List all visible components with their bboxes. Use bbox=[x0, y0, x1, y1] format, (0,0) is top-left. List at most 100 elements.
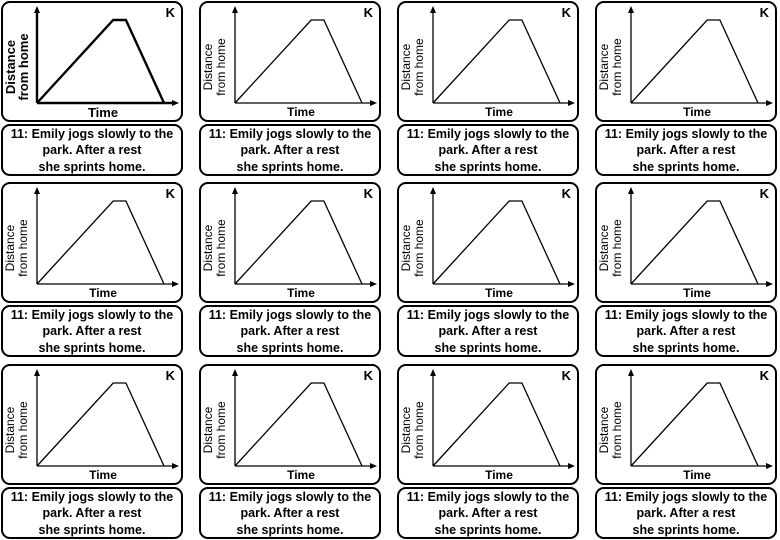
journey-line bbox=[630, 19, 759, 104]
graph-card: K Distance from home Time 11: Emily jogs… bbox=[199, 1, 381, 176]
caption-line3: she sprints home. bbox=[236, 522, 344, 537]
x-axis-label: Time bbox=[287, 286, 315, 300]
caption-line2: park. After a rest bbox=[636, 324, 736, 339]
x-axis-arrowhead bbox=[370, 281, 377, 287]
journey-line bbox=[630, 200, 759, 285]
journey-line bbox=[234, 382, 363, 467]
caption-line2: park. After a rest bbox=[438, 143, 538, 158]
caption-line1: 11: Emily jogs slowly to the bbox=[208, 307, 372, 322]
graph-card: K Distance from home Time 11: Emily jogs… bbox=[595, 1, 777, 176]
y-axis-label-line2: from home bbox=[610, 38, 624, 96]
y-axis-label: Distance from home bbox=[597, 206, 632, 290]
caption-panel: 11: Emily jogs slowly to the park. After… bbox=[595, 487, 777, 539]
y-axis-arrowhead bbox=[232, 6, 238, 13]
x-axis-arrowhead bbox=[172, 100, 179, 106]
caption-line1: 11: Emily jogs slowly to the bbox=[604, 126, 768, 141]
x-axis-label: Time bbox=[485, 286, 513, 300]
distance-time-graph bbox=[34, 369, 179, 469]
card-letter: K bbox=[561, 186, 571, 201]
card-letter: K bbox=[363, 368, 373, 383]
card-caption: 11: Emily jogs slowly to the park. After… bbox=[11, 125, 174, 176]
graph-card: K Distance from home Time 11: Emily jogs… bbox=[397, 364, 579, 539]
graph-card: K Distance from home Time 11: Emily jogs… bbox=[199, 182, 381, 357]
graph-card: K Distance from home Time 11: Emily jogs… bbox=[397, 182, 579, 357]
x-axis-label: Time bbox=[287, 468, 315, 482]
graph-panel: K Distance from home Time bbox=[595, 1, 777, 122]
y-axis-label-line2: from home bbox=[610, 401, 624, 459]
caption-panel: 11: Emily jogs slowly to the park. After… bbox=[397, 124, 579, 176]
x-axis-arrowhead bbox=[370, 463, 377, 469]
caption-line1: 11: Emily jogs slowly to the bbox=[406, 489, 570, 504]
caption-line2: park. After a rest bbox=[240, 324, 340, 339]
y-axis-label: Distance from home bbox=[3, 388, 38, 472]
distance-time-graph bbox=[232, 6, 377, 106]
caption-line1: 11: Emily jogs slowly to the bbox=[10, 489, 174, 504]
y-axis-label: Distance from home bbox=[3, 25, 38, 109]
caption-panel: 11: Emily jogs slowly to the park. After… bbox=[199, 487, 381, 539]
card-letter: K bbox=[759, 5, 769, 20]
graph-panel: K Distance from home Time bbox=[1, 364, 183, 485]
graph-card: K Distance from home Time 11: Emily jogs… bbox=[397, 1, 579, 176]
caption-line1: 11: Emily jogs slowly to the bbox=[10, 126, 174, 141]
graph-panel: K Distance from home Time bbox=[1, 1, 183, 122]
journey-line bbox=[36, 200, 165, 285]
card-caption: 11: Emily jogs slowly to the park. After… bbox=[605, 306, 768, 357]
caption-line2: park. After a rest bbox=[636, 506, 736, 521]
graph-card: K Distance from home Time 11: Emily jogs… bbox=[1, 182, 183, 357]
caption-panel: 11: Emily jogs slowly to the park. After… bbox=[397, 305, 579, 357]
caption-line1: 11: Emily jogs slowly to the bbox=[10, 307, 174, 322]
graph-card: K Distance from home Time 11: Emily jogs… bbox=[1, 1, 183, 176]
x-axis-arrowhead bbox=[568, 463, 575, 469]
caption-line1: 11: Emily jogs slowly to the bbox=[208, 489, 372, 504]
y-axis-label: Distance from home bbox=[597, 388, 632, 472]
caption-line3: she sprints home. bbox=[434, 522, 542, 537]
caption-line3: she sprints home. bbox=[38, 159, 146, 174]
graph-panel: K Distance from home Time bbox=[199, 364, 381, 485]
card-caption: 11: Emily jogs slowly to the park. After… bbox=[407, 125, 570, 176]
caption-line2: park. After a rest bbox=[42, 143, 142, 158]
distance-time-graph bbox=[232, 187, 377, 287]
card-caption: 11: Emily jogs slowly to the park. After… bbox=[11, 306, 174, 357]
y-axis-label: Distance from home bbox=[3, 206, 38, 290]
y-axis-label-line2: from home bbox=[412, 219, 426, 277]
y-axis-label-line2: from home bbox=[610, 219, 624, 277]
x-axis-label: Time bbox=[683, 105, 711, 119]
y-axis-arrowhead bbox=[628, 187, 634, 194]
x-axis-arrowhead bbox=[172, 463, 179, 469]
y-axis-label-line2: from home bbox=[412, 38, 426, 96]
caption-line2: park. After a rest bbox=[42, 506, 142, 521]
card-caption: 11: Emily jogs slowly to the park. After… bbox=[605, 125, 768, 176]
caption-panel: 11: Emily jogs slowly to the park. After… bbox=[1, 124, 183, 176]
caption-line3: she sprints home. bbox=[632, 340, 740, 355]
distance-time-graph bbox=[34, 6, 179, 106]
x-axis-label: Time bbox=[683, 468, 711, 482]
x-axis-label: Time bbox=[89, 468, 117, 482]
journey-line bbox=[234, 19, 363, 104]
y-axis-label-line2: from home bbox=[214, 219, 228, 277]
caption-line3: she sprints home. bbox=[434, 340, 542, 355]
caption-line2: park. After a rest bbox=[438, 506, 538, 521]
x-axis-label: Time bbox=[89, 286, 117, 300]
distance-time-graph bbox=[430, 369, 575, 469]
journey-line bbox=[432, 200, 561, 285]
caption-line3: she sprints home. bbox=[632, 159, 740, 174]
graph-card: K Distance from home Time 11: Emily jogs… bbox=[595, 364, 777, 539]
y-axis-label: Distance from home bbox=[399, 206, 434, 290]
x-axis-arrowhead bbox=[568, 100, 575, 106]
graph-panel: K Distance from home Time bbox=[595, 182, 777, 303]
caption-panel: 11: Emily jogs slowly to the park. After… bbox=[595, 305, 777, 357]
y-axis-label-line2: from home bbox=[16, 33, 31, 101]
journey-line bbox=[432, 19, 561, 104]
x-axis-arrowhead bbox=[766, 281, 773, 287]
caption-line2: park. After a rest bbox=[636, 143, 736, 158]
card-caption: 11: Emily jogs slowly to the park. After… bbox=[407, 488, 570, 539]
x-axis-arrowhead bbox=[568, 281, 575, 287]
graph-card: K Distance from home Time 11: Emily jogs… bbox=[1, 364, 183, 539]
caption-line2: park. After a rest bbox=[42, 324, 142, 339]
caption-line2: park. After a rest bbox=[240, 143, 340, 158]
graph-card: K Distance from home Time 11: Emily jogs… bbox=[595, 182, 777, 357]
card-caption: 11: Emily jogs slowly to the park. After… bbox=[11, 488, 174, 539]
x-axis-label: Time bbox=[683, 286, 711, 300]
card-caption: 11: Emily jogs slowly to the park. After… bbox=[605, 488, 768, 539]
graph-panel: K Distance from home Time bbox=[199, 1, 381, 122]
